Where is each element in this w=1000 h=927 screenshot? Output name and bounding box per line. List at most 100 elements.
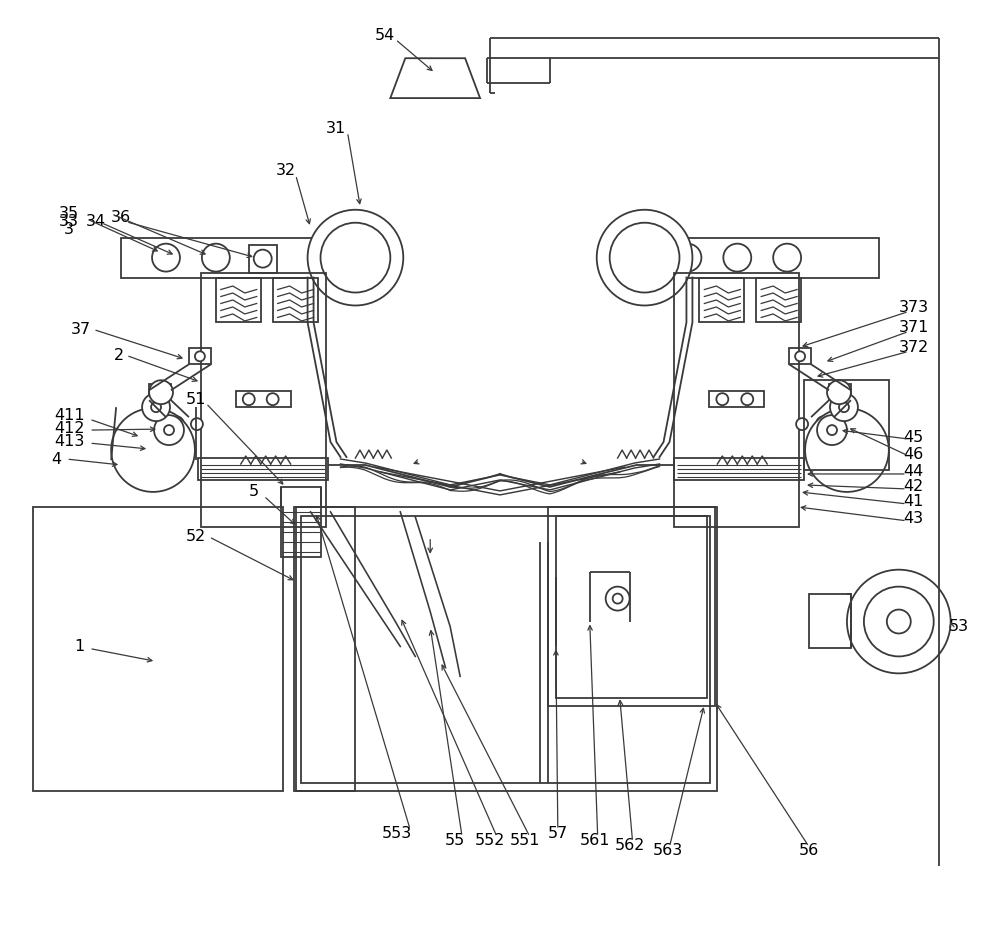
Circle shape — [839, 402, 849, 413]
Circle shape — [155, 387, 165, 397]
Bar — [809, 593, 851, 649]
Text: 411: 411 — [54, 408, 85, 423]
Circle shape — [830, 393, 858, 421]
Circle shape — [610, 222, 679, 293]
Bar — [699, 277, 744, 323]
Circle shape — [267, 393, 279, 405]
Text: 54: 54 — [375, 28, 395, 43]
Text: 43: 43 — [904, 512, 924, 527]
Circle shape — [154, 415, 184, 445]
Circle shape — [816, 416, 832, 432]
Bar — [789, 349, 811, 364]
Text: 57: 57 — [548, 826, 568, 842]
Text: 5: 5 — [249, 485, 259, 500]
Circle shape — [723, 244, 751, 272]
Bar — [653, 245, 680, 273]
Circle shape — [827, 425, 837, 435]
Circle shape — [606, 587, 630, 611]
Text: 37: 37 — [71, 322, 91, 337]
Circle shape — [202, 244, 230, 272]
Bar — [650, 237, 879, 277]
Circle shape — [864, 587, 934, 656]
Text: 53: 53 — [949, 619, 969, 634]
Text: 51: 51 — [186, 392, 206, 407]
Bar — [121, 237, 350, 277]
Bar — [189, 349, 211, 364]
Text: 551: 551 — [510, 833, 540, 848]
Text: 371: 371 — [899, 320, 929, 335]
Circle shape — [254, 249, 272, 268]
Bar — [804, 380, 889, 470]
Circle shape — [658, 249, 675, 268]
Bar — [281, 487, 321, 557]
Text: 32: 32 — [276, 163, 296, 178]
Text: 55: 55 — [445, 833, 465, 848]
Text: 552: 552 — [475, 833, 505, 848]
Circle shape — [796, 418, 808, 430]
Bar — [709, 391, 764, 407]
Text: 52: 52 — [186, 529, 206, 544]
Text: 562: 562 — [614, 838, 645, 854]
Circle shape — [835, 387, 845, 397]
Text: 3: 3 — [64, 222, 74, 237]
Text: 33: 33 — [59, 214, 79, 229]
Text: 36: 36 — [111, 210, 131, 225]
Bar — [556, 515, 707, 698]
Text: 563: 563 — [652, 844, 683, 858]
Bar — [294, 507, 717, 791]
Circle shape — [673, 244, 701, 272]
Bar — [674, 458, 804, 480]
Text: 412: 412 — [54, 421, 85, 436]
Circle shape — [805, 408, 889, 492]
Text: 34: 34 — [86, 214, 106, 229]
Circle shape — [613, 593, 623, 603]
Circle shape — [142, 393, 170, 421]
Bar — [756, 277, 801, 323]
Text: 413: 413 — [54, 434, 84, 449]
Text: 373: 373 — [899, 300, 929, 315]
Text: 1: 1 — [74, 639, 84, 654]
Circle shape — [164, 425, 174, 435]
Bar — [236, 391, 291, 407]
Text: 31: 31 — [325, 121, 346, 135]
Bar — [301, 515, 710, 783]
Circle shape — [151, 402, 161, 413]
Circle shape — [817, 415, 847, 445]
Text: 372: 372 — [899, 340, 929, 355]
Circle shape — [191, 418, 203, 430]
Circle shape — [741, 393, 753, 405]
Text: 56: 56 — [799, 844, 819, 858]
Text: 553: 553 — [382, 826, 412, 842]
Circle shape — [321, 222, 390, 293]
Circle shape — [716, 393, 728, 405]
Text: 44: 44 — [904, 464, 924, 479]
Circle shape — [195, 351, 205, 362]
Text: 2: 2 — [114, 348, 124, 362]
Bar — [33, 507, 283, 791]
Bar — [674, 273, 799, 527]
Circle shape — [795, 351, 805, 362]
Circle shape — [308, 210, 403, 306]
Bar — [198, 458, 328, 480]
Text: 41: 41 — [904, 494, 924, 509]
Bar — [201, 273, 326, 527]
Text: 42: 42 — [904, 479, 924, 494]
Circle shape — [243, 393, 255, 405]
Circle shape — [827, 380, 851, 404]
Circle shape — [152, 244, 180, 272]
Circle shape — [773, 244, 801, 272]
Bar — [216, 277, 261, 323]
Bar — [249, 245, 277, 273]
Text: 4: 4 — [51, 451, 61, 466]
Bar — [548, 507, 715, 706]
Text: 35: 35 — [59, 206, 79, 222]
Bar — [296, 507, 355, 791]
Circle shape — [847, 570, 951, 673]
Circle shape — [149, 380, 173, 404]
Bar — [149, 384, 171, 400]
Bar — [829, 384, 851, 400]
Text: 46: 46 — [904, 447, 924, 462]
Text: 561: 561 — [579, 833, 610, 848]
Circle shape — [597, 210, 692, 306]
Bar — [273, 277, 318, 323]
